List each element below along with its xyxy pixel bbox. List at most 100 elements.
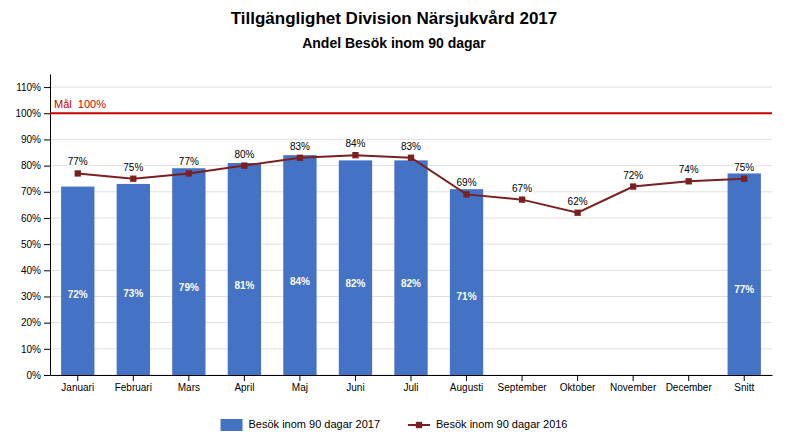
y-tick: 90% bbox=[21, 134, 50, 145]
bar bbox=[450, 189, 483, 375]
y-tick-label: 0% bbox=[27, 370, 42, 381]
marker bbox=[352, 152, 358, 158]
y-tick: 60% bbox=[21, 213, 50, 224]
x-tick: Snitt bbox=[734, 375, 754, 393]
x-tick-label: September bbox=[498, 382, 548, 393]
y-tick: 0% bbox=[27, 370, 50, 381]
plot-area bbox=[50, 113, 772, 375]
y-tick-mark bbox=[44, 218, 50, 219]
marker bbox=[297, 155, 303, 161]
y-tick-mark bbox=[44, 270, 50, 271]
x-tick-label: Snitt bbox=[734, 382, 754, 393]
x-tick-label: Februari bbox=[115, 382, 152, 393]
bar bbox=[61, 187, 94, 375]
y-tick-label: 110% bbox=[16, 82, 41, 93]
y-tick-mark bbox=[44, 323, 50, 324]
grid-line bbox=[50, 87, 772, 88]
x-tick-label: December bbox=[666, 382, 713, 393]
marker bbox=[130, 176, 136, 182]
x-tick: Juni bbox=[346, 375, 364, 393]
y-tick-mark bbox=[44, 192, 50, 193]
y-tick: 20% bbox=[21, 317, 50, 328]
x-tick-mark bbox=[299, 375, 300, 381]
bar bbox=[394, 160, 427, 375]
x-tick: Juli bbox=[403, 375, 418, 393]
x-tick-mark bbox=[688, 375, 689, 381]
marker bbox=[686, 178, 692, 184]
x-tick: Mars bbox=[178, 375, 200, 393]
x-tick: September bbox=[498, 375, 548, 393]
line-label: 77% bbox=[68, 156, 88, 167]
bar-label: 81% bbox=[234, 280, 254, 291]
bar bbox=[283, 155, 316, 375]
x-tick: April bbox=[234, 375, 254, 393]
y-tick: 100% bbox=[15, 108, 50, 119]
x-tick-label: Januari bbox=[61, 382, 94, 393]
x-tick-label: Mars bbox=[178, 382, 200, 393]
y-tick: 110% bbox=[16, 82, 50, 93]
chart: Tillgänglighet Division Närsjukvård 2017… bbox=[0, 0, 788, 445]
x-tick-mark bbox=[744, 375, 745, 381]
bar-label: 82% bbox=[345, 278, 365, 289]
legend-label: Besök inom 90 dagar 2017 bbox=[249, 418, 380, 430]
bar-label: 79% bbox=[179, 282, 199, 293]
subtitle: Andel Besök inom 90 dagar bbox=[302, 35, 486, 51]
marker bbox=[574, 210, 580, 216]
bar-series bbox=[61, 155, 761, 375]
x-tick-label: Augusti bbox=[450, 382, 483, 393]
x-axis: Januari Februari Mars April Maj Juni Juli Augus… bbox=[51, 375, 773, 393]
y-tick-label: 20% bbox=[21, 317, 41, 328]
x-tick: Augusti bbox=[450, 375, 483, 393]
legend-swatch bbox=[221, 419, 243, 431]
y-tick-mark bbox=[44, 349, 50, 350]
x-tick-mark bbox=[133, 375, 134, 381]
x-tick: Maj bbox=[292, 375, 308, 393]
y-tick-label: 70% bbox=[21, 186, 41, 197]
legend-label: Besök inom 90 dagar 2016 bbox=[436, 418, 567, 430]
line-label: 84% bbox=[345, 138, 365, 149]
y-tick-label: 40% bbox=[21, 265, 41, 276]
title: Tillgänglighet Division Närsjukvård 2017 bbox=[231, 9, 558, 28]
y-tick-label: 30% bbox=[21, 291, 41, 302]
bar bbox=[117, 184, 150, 375]
line-label: 62% bbox=[568, 196, 588, 207]
line bbox=[78, 155, 744, 213]
y-tick-mark bbox=[44, 139, 50, 140]
goal-label: Mål 100% bbox=[54, 98, 106, 110]
bar bbox=[728, 173, 761, 375]
bar bbox=[339, 160, 372, 375]
data-labels: 72%73%79%81%84%82%82%71%77%77%75%77%80%8… bbox=[54, 98, 754, 301]
line-label: 80% bbox=[234, 149, 254, 160]
y-tick: 50% bbox=[21, 239, 50, 250]
x-tick-mark bbox=[633, 375, 634, 381]
line-label: 77% bbox=[179, 156, 199, 167]
x-tick-mark bbox=[522, 375, 523, 381]
x-tick-mark bbox=[77, 375, 78, 381]
x-tick-mark bbox=[411, 375, 412, 381]
bar bbox=[172, 168, 205, 375]
y-tick-label: 80% bbox=[21, 160, 41, 171]
x-tick-label: Juli bbox=[403, 382, 418, 393]
y-tick: 70% bbox=[21, 186, 50, 197]
marker bbox=[630, 183, 636, 189]
marker bbox=[463, 191, 469, 197]
x-tick: November bbox=[610, 375, 657, 393]
x-tick-mark bbox=[466, 375, 467, 381]
x-tick-label: Juni bbox=[346, 382, 364, 393]
marker bbox=[741, 176, 747, 182]
grid bbox=[50, 87, 772, 375]
legend-item: Besök inom 90 dagar 2016 bbox=[408, 418, 567, 430]
bar-label: 77% bbox=[734, 284, 754, 295]
y-tick-mark bbox=[44, 244, 50, 245]
y-tick-mark bbox=[44, 375, 50, 376]
line-label: 74% bbox=[679, 164, 699, 175]
marker bbox=[75, 170, 81, 176]
line-label: 69% bbox=[457, 177, 477, 188]
bar-label: 82% bbox=[401, 278, 421, 289]
y-tick: 40% bbox=[21, 265, 50, 276]
x-tick: Oktober bbox=[560, 375, 596, 393]
y-tick: 30% bbox=[21, 291, 50, 302]
y-tick-mark bbox=[44, 166, 50, 167]
x-tick: Januari bbox=[61, 375, 94, 393]
bar bbox=[228, 163, 261, 375]
